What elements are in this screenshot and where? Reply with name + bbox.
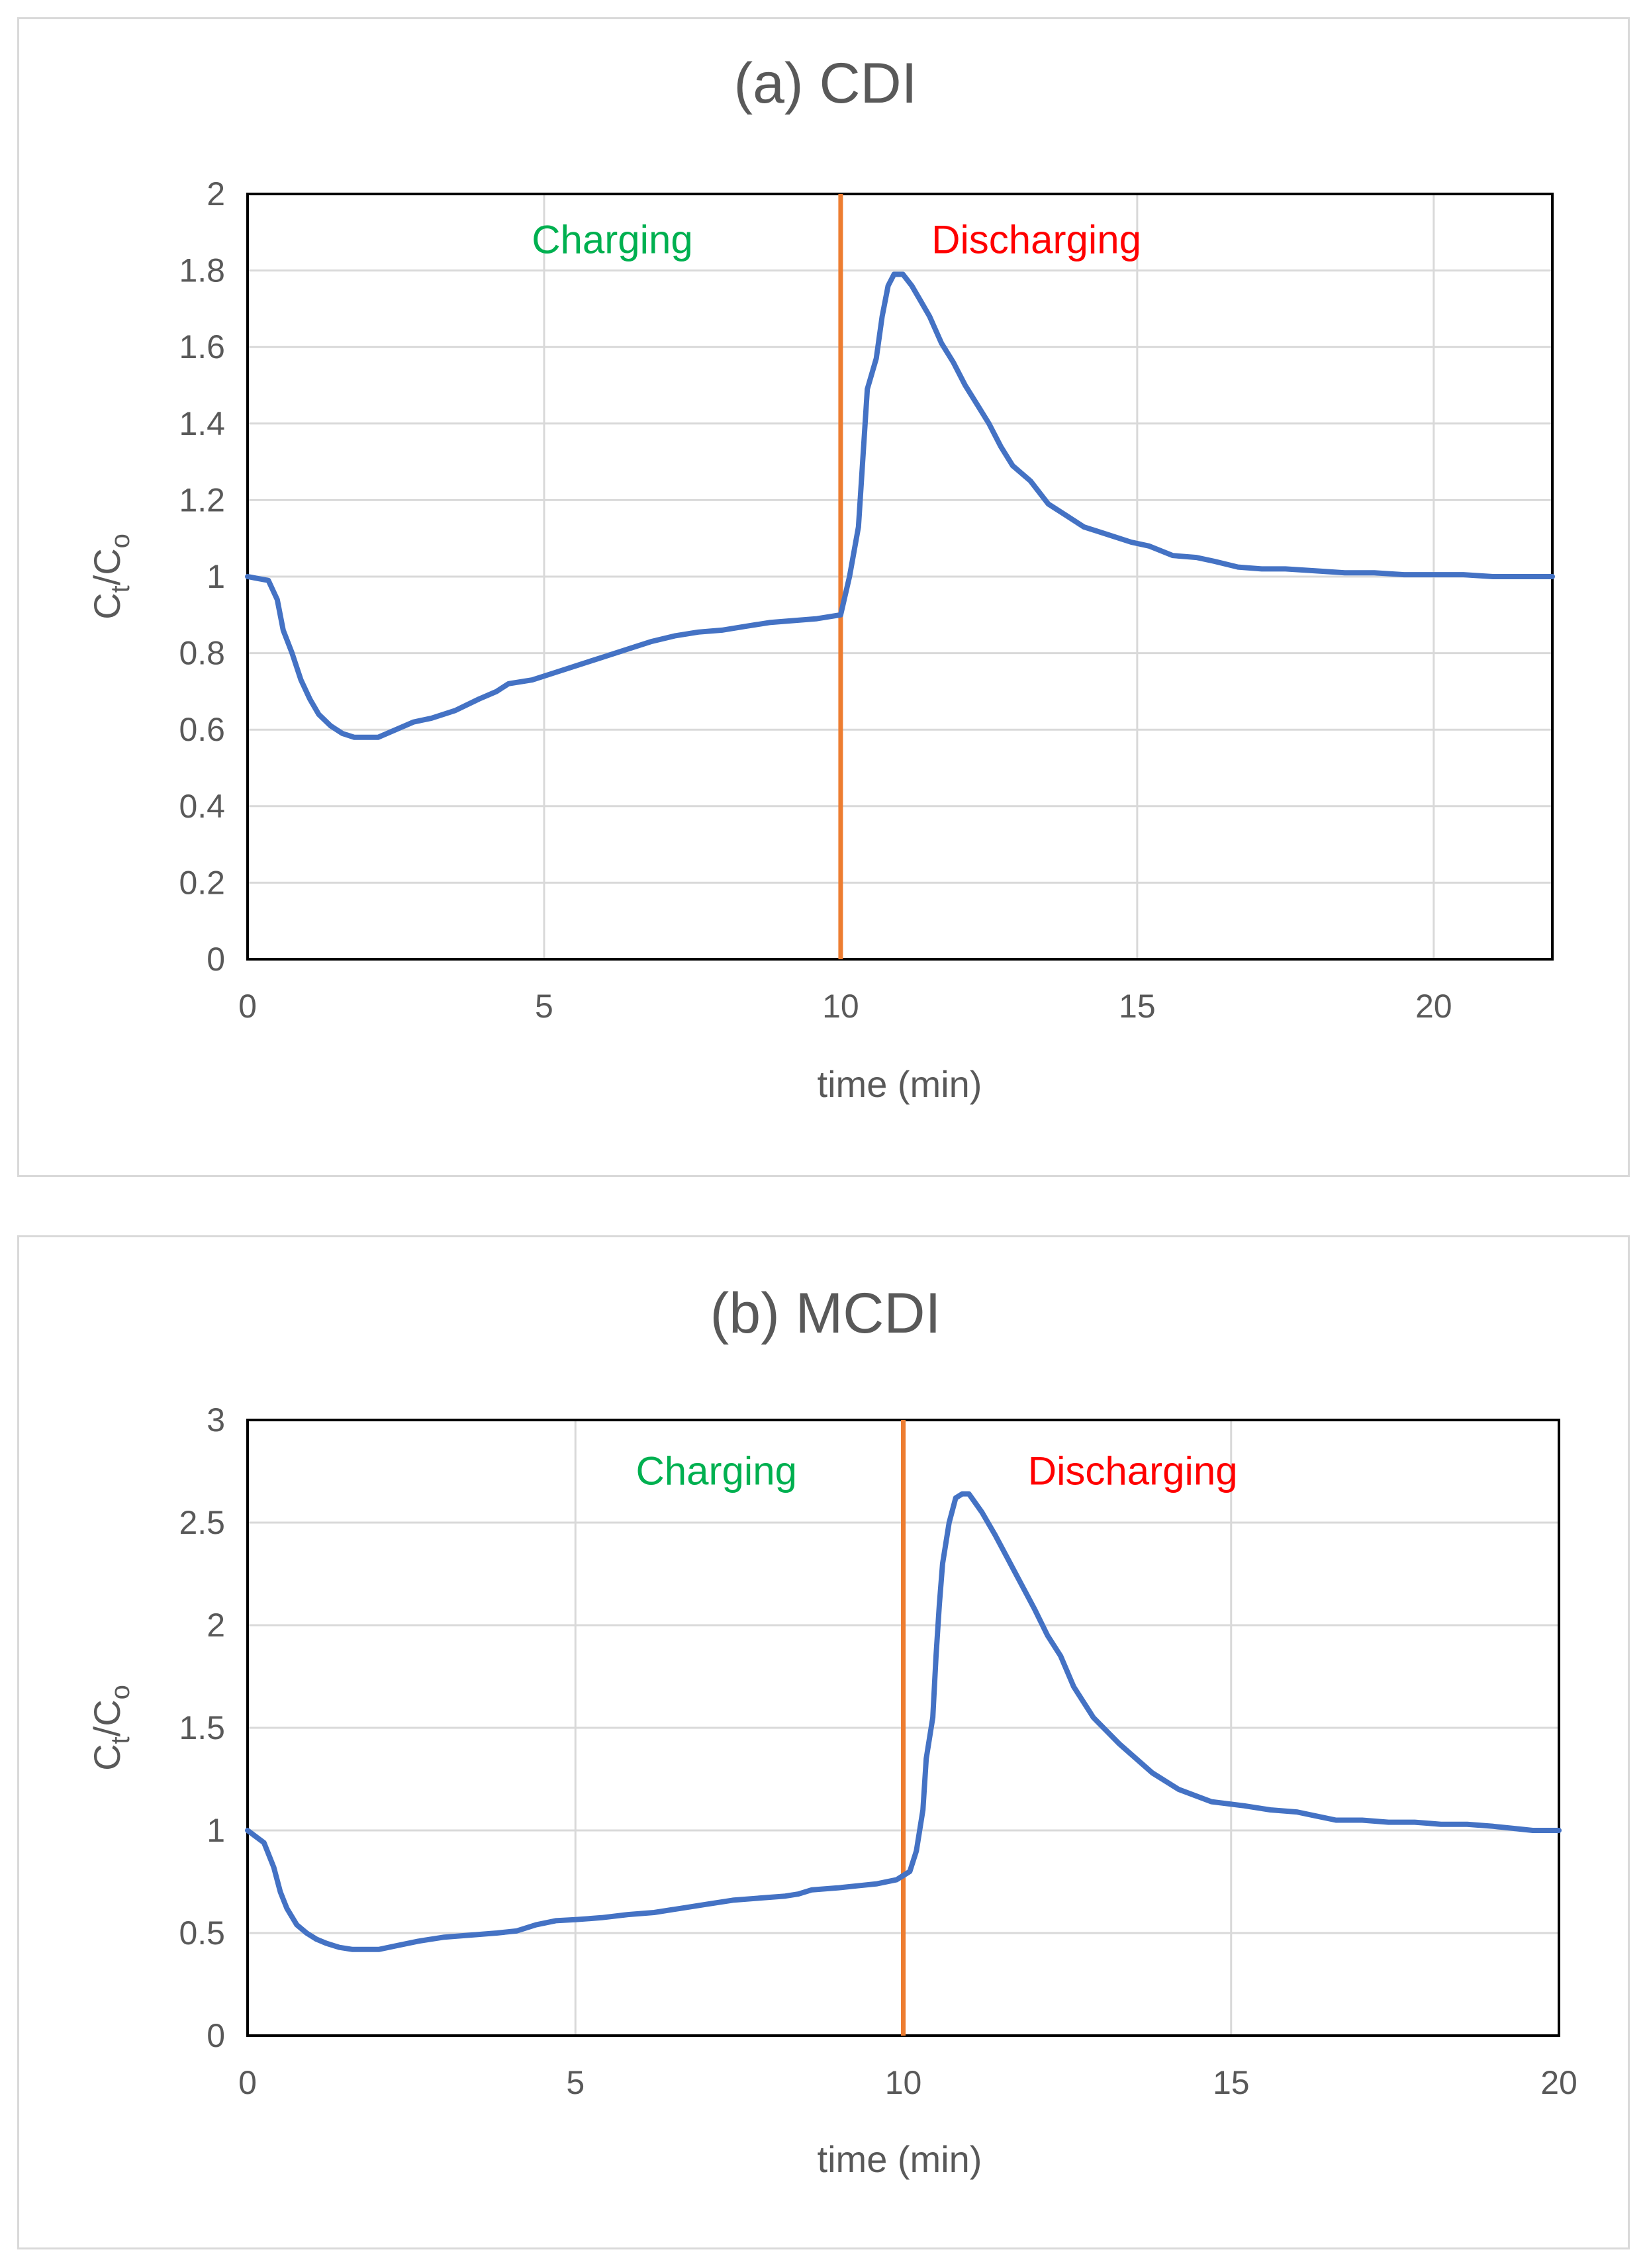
y-tick-label: 0.4 (179, 788, 225, 825)
discharging-label: Discharging (931, 217, 1141, 261)
y-tick-label: 1.2 (179, 481, 225, 518)
y-axis-title: Ct/Co (86, 534, 135, 620)
y-tick-label: 1.4 (179, 405, 225, 442)
y-tick-label: 0 (207, 941, 225, 978)
chart-panel-cdi: (a) CDI 0 0.2 0.4 0.6 0.8 1 1.2 1.4 1.6 1.8 2 0 5 10… (17, 17, 1630, 1177)
x-tick-label: 15 (1119, 988, 1156, 1025)
y-tick-label: 0.2 (179, 864, 225, 901)
y-tick-label: 3 (207, 1401, 225, 1439)
y-tick-label: 1.6 (179, 328, 225, 365)
chart-cdi: (a) CDI 0 0.2 0.4 0.6 0.8 1 1.2 1.4 1.6 1.8 2 0 5 10… (86, 52, 1555, 1105)
discharging-label: Discharging (1028, 1449, 1238, 1493)
chart-title: (b) MCDI (710, 1282, 941, 1345)
y-tick-label: 2.5 (179, 1504, 225, 1541)
x-tick-label: 5 (535, 988, 553, 1025)
y-tick-label: 1 (207, 558, 225, 595)
chart-panel-mcdi: (b) MCDI 0 0.5 1 1.5 2 2.5 3 0 5 10 15 20 Charging… (17, 1235, 1630, 2249)
y-tick-label: 1.8 (179, 252, 225, 289)
y-tick-label: 0 (207, 2017, 225, 2054)
y-tick-label: 0.6 (179, 711, 225, 748)
y-tick-label: 1.5 (179, 1709, 225, 1746)
x-tick-label: 20 (1540, 2064, 1577, 2101)
y-tick-label: 0.8 (179, 635, 225, 672)
series-line-ct-co (245, 271, 1555, 740)
x-tick-label: 10 (822, 988, 859, 1025)
x-tick-label: 20 (1415, 988, 1452, 1025)
y-tick-label: 0.5 (179, 1914, 225, 1952)
chart-title: (a) CDI (733, 52, 917, 115)
x-tick-label: 10 (885, 2064, 922, 2101)
chart-mcdi: (b) MCDI 0 0.5 1 1.5 2 2.5 3 0 5 10 15 20 Charging… (86, 1282, 1577, 2180)
charging-label: Charging (532, 217, 693, 261)
x-tick-label: 15 (1213, 2064, 1250, 2101)
series-line-ct-co (245, 1491, 1562, 1952)
y-tick-label: 2 (207, 1607, 225, 1644)
charging-label: Charging (635, 1449, 797, 1493)
x-tick-label: 0 (238, 2064, 257, 2101)
y-axis-title: Ct/Co (86, 1685, 135, 1771)
x-axis-title: time (min) (818, 1063, 982, 1105)
y-tick-label: 1 (207, 1812, 225, 1849)
x-tick-label: 0 (238, 988, 257, 1025)
y-tick-label: 2 (207, 175, 225, 213)
x-axis-title: time (min) (818, 2138, 982, 2180)
x-tick-label: 5 (566, 2064, 585, 2101)
